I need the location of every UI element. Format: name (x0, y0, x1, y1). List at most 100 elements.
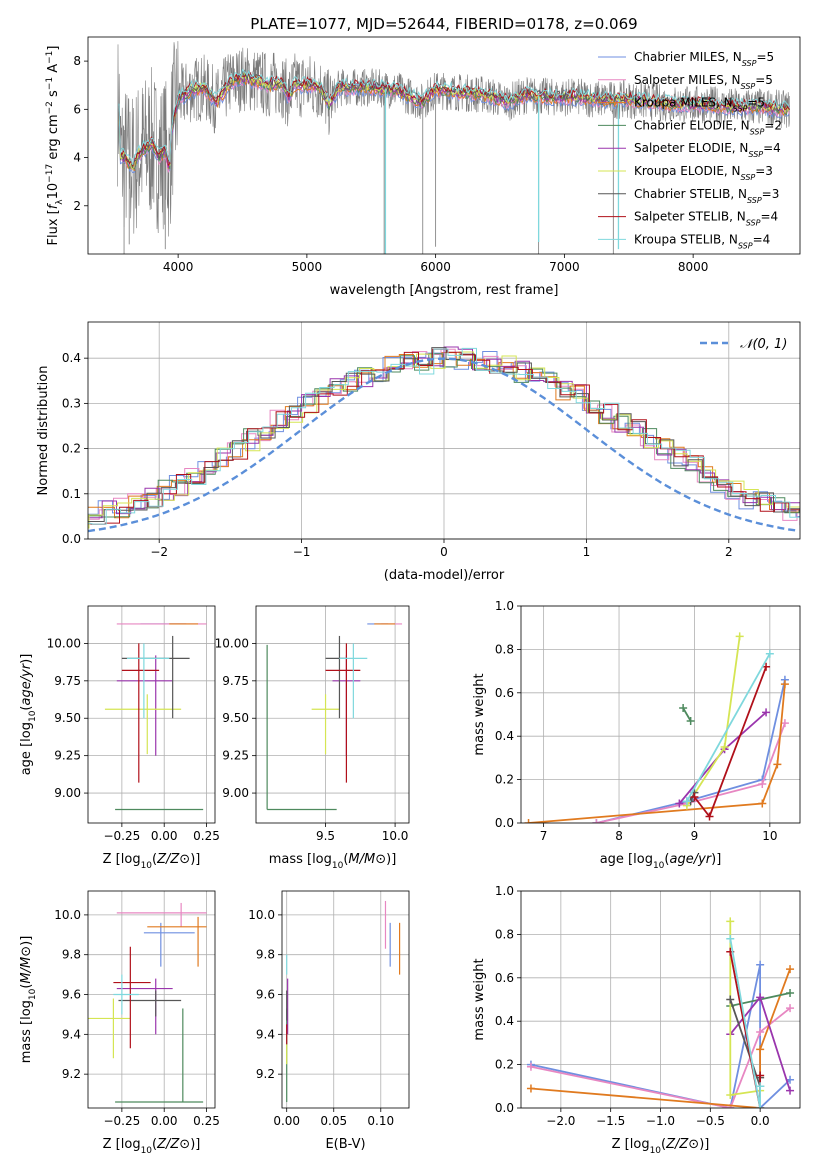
legend-text: =5 (756, 50, 774, 64)
legend-text: Salpeter MILES, N (634, 73, 741, 87)
x-tick-label: 1 (583, 545, 591, 559)
histogram-series (88, 351, 800, 529)
histogram-series (88, 348, 800, 525)
label-part: )] (711, 852, 721, 867)
y-tick-label: 9.25 (54, 749, 81, 763)
y-tick-label: 0.2 (62, 442, 81, 456)
histogram-panel: −2 −1 0 1 2 0.0 0.1 0.2 0.3 0.4 (data-model)/error… (36, 321, 801, 583)
label-part: 10 (653, 861, 665, 871)
y-tick-label: 10.0 (248, 908, 275, 922)
legend: Chabrier MILES, NSSP=5 Salpeter MILES, N S… (598, 50, 782, 250)
y-tick-label: 9.8 (256, 948, 275, 962)
y-tick-label: 1.0 (495, 599, 514, 613)
y-tick-label: 0.1 (62, 487, 81, 501)
series-marker (726, 1090, 735, 1099)
label-part: 10 (28, 710, 38, 722)
series-marker (675, 799, 684, 808)
y-axis-label: mass weight (472, 958, 487, 1040)
label-part: s (46, 90, 61, 101)
y-tick-label: 0.6 (495, 686, 514, 700)
label-part: erg cm (46, 114, 61, 163)
y-tick-label: 0.0 (495, 816, 514, 830)
y-axis-label: mass weight (472, 673, 487, 755)
histogram-series (88, 347, 800, 525)
series-marker (786, 1086, 795, 1095)
y-tick-label: 9.50 (54, 711, 81, 725)
legend-text: =4 (763, 141, 781, 155)
series-marker (756, 1071, 765, 1080)
errorbars (286, 900, 401, 1103)
series-marker (679, 703, 688, 712)
x-axis-label: E(B-V) (325, 1137, 365, 1152)
histogram-series (88, 347, 800, 523)
axes-frame (87, 605, 216, 824)
series-marker (758, 799, 767, 808)
legend-text: SSP (741, 173, 756, 182)
y-tick-label: 9.00 (54, 786, 81, 800)
x-axis-label: Z [log10(Z/Z⊙)] (612, 1137, 710, 1156)
y-tick-label: 0.8 (495, 642, 514, 656)
legend-entry: Kroupa MILES, NSSP=5 (634, 96, 765, 114)
series-marker (756, 993, 765, 1002)
y-tick-label: 2 (73, 199, 81, 213)
label-part: 10 (46, 183, 61, 200)
label-part: )] (190, 852, 200, 867)
axes-frame (520, 605, 801, 824)
histogram-series (88, 348, 800, 521)
legend-entry: Kroupa STELIB, NSSP=4 (634, 232, 770, 250)
x-axis-label: mass [log10(M/M⊙)] (269, 852, 397, 871)
errorbars (104, 623, 207, 811)
legend-text: =5 (747, 96, 765, 110)
legend-text: Kroupa STELIB, N (634, 232, 738, 246)
series-line (693, 666, 767, 819)
series-line (729, 938, 761, 1108)
series-marker (524, 819, 533, 823)
age_vs_mass-panel: 9.5 10.0 9.00 9.25 9.50 9.75 10.00 mass [log10(… (215, 605, 410, 871)
label-part: Z/Z⊙ (156, 1137, 190, 1152)
x-tick-label: 0.25 (193, 829, 220, 843)
series-marker (756, 960, 765, 969)
axes-frame (87, 321, 801, 540)
series-marker (526, 1084, 535, 1093)
label-part: age/yr (19, 662, 34, 705)
label-part: 10 (650, 1146, 662, 1156)
label-part: Z [log (103, 1137, 141, 1152)
x-tick-label: 9 (691, 829, 699, 843)
legend-text: =3 (762, 187, 780, 201)
x-tick-label: 2 (725, 545, 733, 559)
label-part: age [log (600, 852, 653, 867)
legend-text: Chabrier ELODIE, N (634, 118, 750, 132)
x-axis-label: age [log10(age/yr)] (600, 852, 722, 871)
label-part: f (46, 202, 61, 209)
model-spectrum-line (118, 69, 790, 169)
label-part: Z/Z⊙ (156, 852, 190, 867)
y-tick-label: 9.6 (62, 988, 81, 1002)
x-axis-label: (data-model)/error (384, 568, 505, 583)
series-marker (756, 1104, 765, 1108)
legend-text: SSP (750, 127, 765, 136)
x-tick-label: 0.05 (320, 1114, 347, 1128)
y-tick-label: 9.8 (62, 948, 81, 962)
massweight_vs_Z-panel: −2.0 −1.5 −1.0 −0.5 0.0 0.0 0.2 0.4 0.6 0.8 1.0 Z [… (472, 884, 801, 1156)
label-part: ( (19, 706, 34, 711)
label-part: ( (19, 984, 34, 989)
legend-text: SSP (733, 104, 748, 113)
legend-entry: 𝒩(0, 1) (740, 337, 787, 352)
series-marker (756, 1045, 765, 1054)
legend-entry: Salpeter STELIB, NSSP=4 (634, 210, 778, 228)
x-tick-label: 8 (615, 829, 623, 843)
legend-entry: Chabrier MILES, NSSP=5 (634, 50, 774, 68)
series-marker (773, 760, 782, 769)
series-marker (780, 719, 789, 728)
label-part: ( (661, 1137, 666, 1152)
legend-text: SSP (748, 150, 763, 159)
y-tick-label: 6 (73, 102, 81, 116)
y-tick-label: 10.00 (215, 636, 249, 650)
label-part: )] (699, 1137, 709, 1152)
x-tick-label: −2.0 (546, 1114, 575, 1128)
y-tick-label: 0.6 (495, 971, 514, 985)
x-tick-label: 0.0 (751, 1114, 770, 1128)
axes-frame (255, 605, 410, 824)
y-axis-label: mass [log10(M/M⊙)] (19, 936, 38, 1064)
